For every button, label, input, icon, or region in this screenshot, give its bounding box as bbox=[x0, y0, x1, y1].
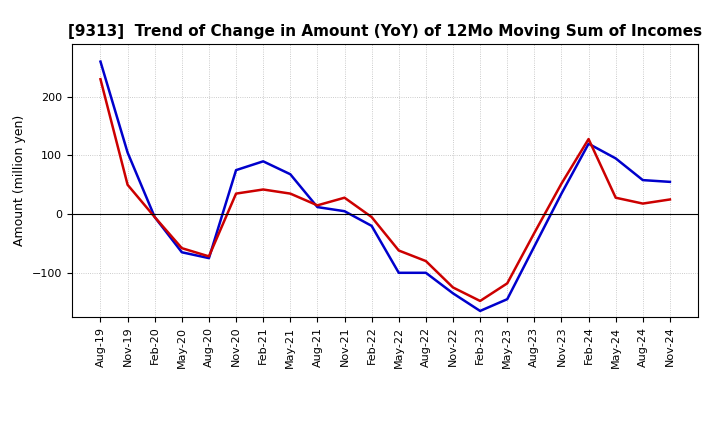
Net Income bbox=[611, 195, 620, 200]
Ordinary Income bbox=[584, 141, 593, 147]
Net Income bbox=[503, 281, 511, 286]
Net Income bbox=[530, 230, 539, 235]
Net Income bbox=[150, 214, 159, 220]
Ordinary Income bbox=[611, 156, 620, 161]
Line: Net Income: Net Income bbox=[101, 79, 670, 301]
Ordinary Income bbox=[178, 249, 186, 255]
Net Income bbox=[639, 201, 647, 206]
Net Income bbox=[123, 182, 132, 187]
Ordinary Income bbox=[313, 205, 322, 210]
Ordinary Income bbox=[639, 177, 647, 183]
Net Income bbox=[259, 187, 268, 192]
Net Income bbox=[665, 197, 674, 202]
Legend: Ordinary Income, Net Income: Ordinary Income, Net Income bbox=[242, 438, 528, 440]
Ordinary Income bbox=[123, 150, 132, 155]
Y-axis label: Amount (million yen): Amount (million yen) bbox=[14, 115, 27, 246]
Ordinary Income bbox=[421, 270, 430, 275]
Ordinary Income bbox=[503, 297, 511, 302]
Net Income bbox=[178, 246, 186, 251]
Ordinary Income bbox=[449, 291, 457, 296]
Net Income bbox=[313, 203, 322, 208]
Ordinary Income bbox=[259, 159, 268, 164]
Title: [9313]  Trend of Change in Amount (YoY) of 12Mo Moving Sum of Incomes: [9313] Trend of Change in Amount (YoY) o… bbox=[68, 24, 702, 39]
Net Income bbox=[584, 136, 593, 142]
Net Income bbox=[557, 181, 566, 186]
Net Income bbox=[476, 298, 485, 304]
Ordinary Income bbox=[530, 244, 539, 249]
Ordinary Income bbox=[557, 191, 566, 196]
Line: Ordinary Income: Ordinary Income bbox=[101, 62, 670, 311]
Ordinary Income bbox=[476, 308, 485, 314]
Net Income bbox=[421, 258, 430, 264]
Net Income bbox=[367, 214, 376, 220]
Net Income bbox=[204, 254, 213, 259]
Ordinary Income bbox=[96, 59, 105, 64]
Ordinary Income bbox=[665, 179, 674, 184]
Ordinary Income bbox=[232, 168, 240, 173]
Ordinary Income bbox=[150, 214, 159, 220]
Net Income bbox=[286, 191, 294, 196]
Ordinary Income bbox=[341, 209, 349, 214]
Ordinary Income bbox=[395, 270, 403, 275]
Net Income bbox=[341, 195, 349, 200]
Ordinary Income bbox=[286, 172, 294, 177]
Ordinary Income bbox=[204, 256, 213, 261]
Net Income bbox=[395, 248, 403, 253]
Net Income bbox=[232, 191, 240, 196]
Ordinary Income bbox=[367, 223, 376, 228]
Net Income bbox=[96, 77, 105, 82]
Net Income bbox=[449, 285, 457, 290]
